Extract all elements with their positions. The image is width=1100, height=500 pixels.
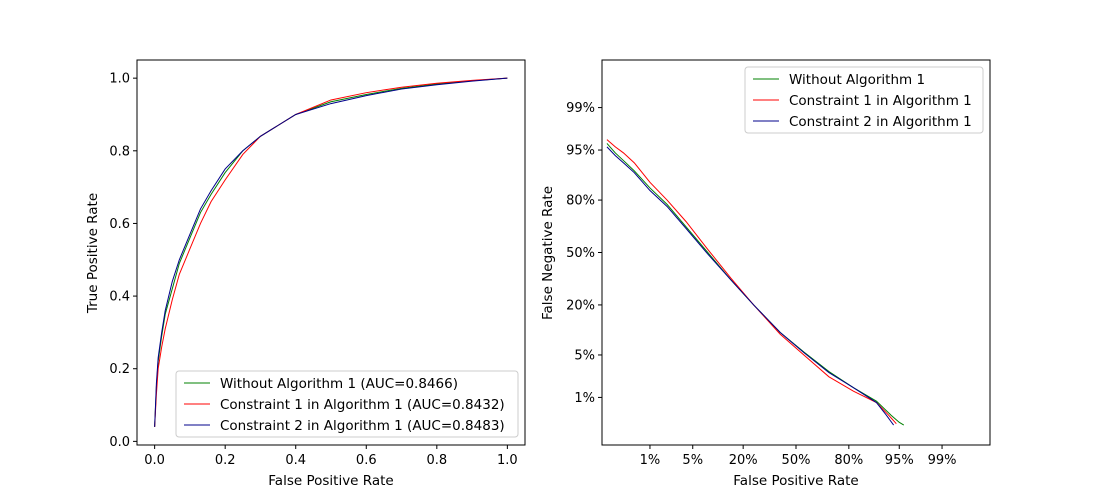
roc-series-line-1 (154, 77, 508, 427)
det-xtick-label: 1% (640, 453, 661, 468)
det-series-line-2 (606, 139, 897, 425)
roc-series-line-2 (154, 77, 508, 427)
roc-ytick-label: 0.6 (109, 217, 130, 232)
roc-ytick-label: 0.4 (109, 290, 130, 305)
roc-plot-frame (136, 59, 526, 446)
det-legend-label: Constraint 2 in Algorithm 1 (789, 114, 972, 130)
det-xtick-label: 99% (928, 453, 957, 468)
roc-legend-box (175, 370, 519, 438)
roc-xtick-label: 0.2 (215, 453, 236, 468)
roc-legend-label: Without Algorithm 1 (AUC=0.8466) (220, 376, 458, 392)
det-legend-box (744, 66, 984, 134)
det-ytick-label: 1% (574, 391, 595, 406)
roc-xtick-label: 0.0 (144, 453, 165, 468)
roc-xtick-label: 1.0 (497, 453, 518, 468)
roc-xlabel: False Positive Rate (268, 473, 393, 489)
det-legend-label: Without Algorithm 1 (789, 72, 925, 88)
det-ytick-label: 20% (566, 298, 595, 313)
det-xtick-label: 20% (729, 453, 758, 468)
det-xlabel: False Positive Rate (733, 473, 858, 489)
roc-ytick-label: 0.8 (109, 144, 130, 159)
roc-legend-label: Constraint 1 in Algorithm 1 (AUC=0.8432) (220, 397, 505, 413)
roc-legend: Without Algorithm 1 (AUC=0.8466) Constrai… (175, 370, 519, 438)
det-ytick-label: 50% (566, 246, 595, 261)
det-axes: 1% 5% 20% 50% 80% 95% 99% 1%5%20%50%80%95%99% … (540, 59, 991, 489)
roc-xtick-label: 0.4 (285, 453, 306, 468)
roc-axes: 0.0 0.2 0.4 0.6 0.8 1.0 0.0 0.2 0.4 0.6 0.8 1.0 Fa… (85, 59, 526, 489)
det-ytick-label: 95% (566, 144, 595, 159)
roc-xtick-label: 0.6 (356, 453, 377, 468)
roc-ytick-label: 0.0 (109, 435, 130, 450)
roc-xtick-label: 0.8 (426, 453, 447, 468)
det-ytick-label: 5% (574, 348, 595, 363)
det-xtick-label: 95% (885, 453, 914, 468)
det-legend: Without Algorithm 1 Constraint 1 in Algor… (744, 66, 984, 134)
roc-ytick-label: 0.2 (109, 362, 130, 377)
det-ylabel: False Negative Rate (540, 186, 556, 320)
det-ytick-label: 80% (566, 194, 595, 209)
det-xtick-label: 5% (682, 453, 703, 468)
det-xtick-label: 80% (834, 453, 863, 468)
det-legend-label: Constraint 1 in Algorithm 1 (789, 93, 972, 109)
roc-ylabel: True Positive Rate (85, 193, 101, 314)
det-ytick-label: 99% (566, 101, 595, 116)
det-xtick-label: 50% (782, 453, 811, 468)
roc-ytick-label: 1.0 (109, 72, 130, 87)
roc-legend-label: Constraint 2 in Algorithm 1 (AUC=0.8483) (220, 418, 505, 434)
det-series-line-3 (606, 146, 895, 426)
roc-series-line-3 (154, 77, 508, 427)
